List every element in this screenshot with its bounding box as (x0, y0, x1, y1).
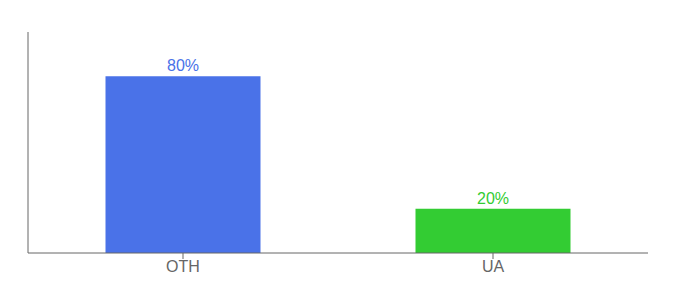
svg-text:UA: UA (482, 258, 505, 275)
svg-text:OTH: OTH (166, 258, 200, 275)
svg-text:20%: 20% (477, 190, 509, 207)
svg-text:80%: 80% (167, 57, 199, 74)
